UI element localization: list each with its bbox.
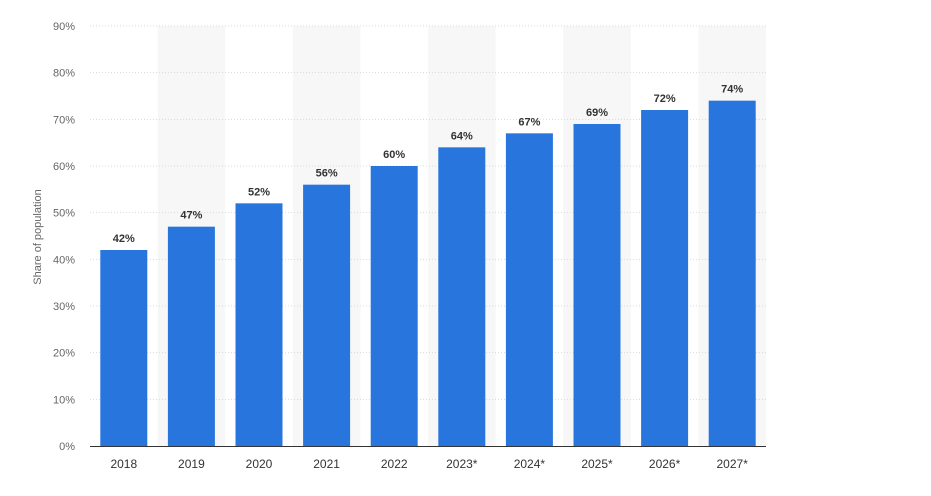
x-tick-label: 2022 (381, 457, 408, 471)
bar (303, 184, 351, 446)
data-label: 69% (586, 107, 608, 119)
bar (641, 110, 689, 446)
data-label: 60% (383, 149, 405, 161)
x-tick-label: 2027* (717, 457, 749, 471)
y-tick-label: 90% (53, 21, 75, 33)
data-label: 67% (518, 116, 540, 128)
y-tick-label: 70% (53, 114, 75, 126)
y-axis-ticks: 0% 10% 20% 30% 40% 50% 60% 70% 80% 90% (53, 21, 75, 453)
bar (167, 226, 215, 446)
data-label: 74% (721, 84, 743, 96)
bars (100, 100, 756, 447)
y-tick-label: 30% (53, 301, 75, 313)
y-tick-label: 0% (59, 441, 75, 453)
bar (438, 147, 486, 447)
y-tick-label: 50% (53, 208, 75, 220)
y-tick-label: 80% (53, 68, 75, 80)
bar (708, 100, 756, 447)
data-label: 47% (180, 210, 202, 222)
y-tick-label: 60% (53, 161, 75, 173)
data-label: 64% (451, 130, 473, 142)
x-tick-label: 2021 (313, 457, 340, 471)
bar (370, 166, 418, 446)
x-tick-label: 2024* (514, 457, 546, 471)
y-tick-label: 20% (53, 348, 75, 360)
x-tick-label: 2018 (110, 457, 137, 471)
x-tick-label: 2026* (649, 457, 681, 471)
y-tick-label: 40% (53, 254, 75, 266)
bar (235, 203, 283, 446)
y-axis-label: Share of population (32, 189, 44, 284)
x-tick-label: 2019 (178, 457, 205, 471)
bar (573, 124, 621, 446)
data-labels: 42% 47% 52% 56% 60% 64% 67% 69% 72% 74% (113, 84, 744, 245)
x-tick-label: 2025* (581, 457, 613, 471)
data-label: 42% (113, 233, 135, 245)
bar (100, 250, 148, 446)
data-label: 52% (248, 186, 270, 198)
bar (505, 133, 553, 447)
data-label: 72% (654, 93, 676, 105)
x-tick-label: 2023* (446, 457, 478, 471)
y-tick-label: 10% (53, 394, 75, 406)
x-axis-ticks: 2018 2019 2020 2021 2022 2023* 2024* 2025* 2026*… (110, 457, 748, 471)
x-tick-label: 2020 (246, 457, 273, 471)
data-label: 56% (316, 168, 338, 180)
